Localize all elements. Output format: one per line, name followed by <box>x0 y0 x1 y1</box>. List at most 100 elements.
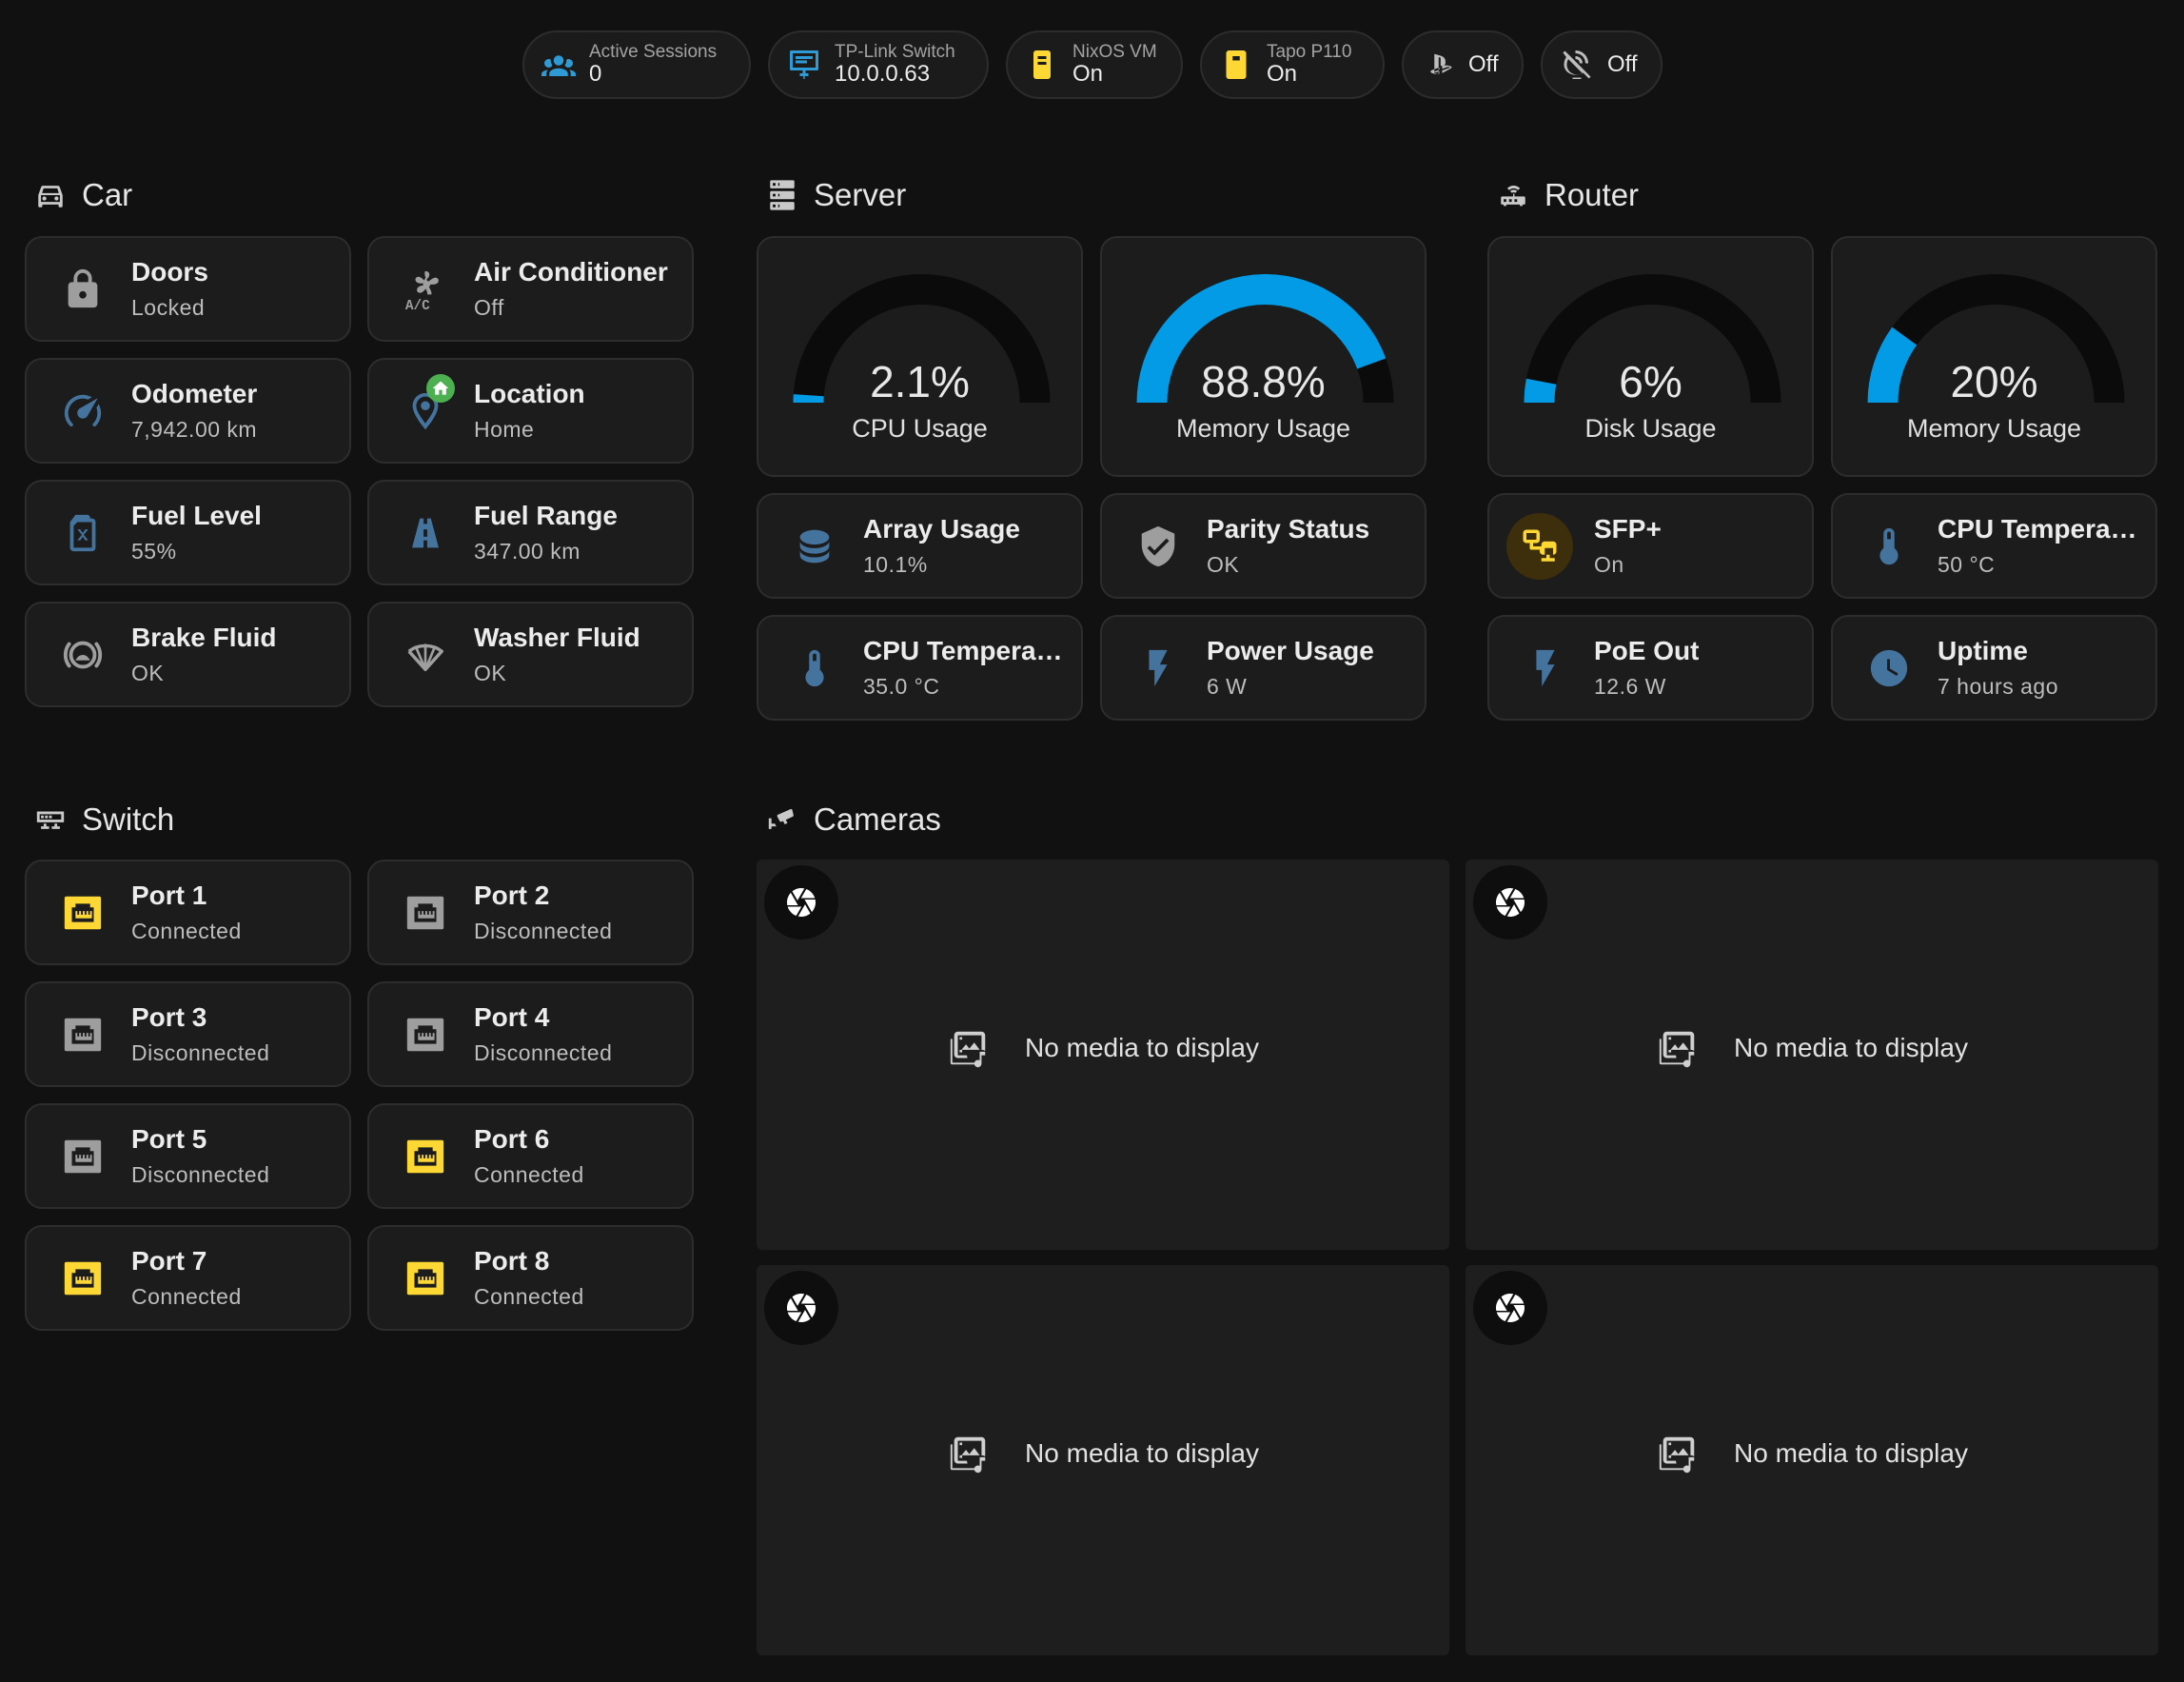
tile-name: Port 5 <box>131 1124 207 1154</box>
camera-card[interactable]: No media to display <box>757 1265 1449 1655</box>
tile-air-conditioner[interactable]: A/C Air Conditioner Off <box>367 236 694 342</box>
tile-state: Connected <box>474 1162 584 1187</box>
camera-shutter-button[interactable] <box>764 1271 838 1345</box>
tile-router-cpu-temp[interactable]: CPU Temperature 50 °C <box>1831 493 2157 599</box>
chip-satellite[interactable]: Off <box>1541 30 1663 99</box>
gauge-value: 88.8% <box>1201 357 1326 406</box>
tile-port-5[interactable]: Port 5 Disconnected <box>25 1103 351 1209</box>
gauge-value: 6% <box>1619 357 1682 406</box>
gauge-fill <box>1867 327 1918 404</box>
no-media-text: No media to display <box>1025 1033 1259 1062</box>
section-title-text: Router <box>1545 177 1640 212</box>
tile-port-7[interactable]: Port 7 Connected <box>25 1225 351 1331</box>
tile-name: Brake Fluid <box>131 623 277 652</box>
tile-server-cpu-temp[interactable]: CPU Temperature 35.0 °C <box>757 615 1083 721</box>
chip-tapo-p110[interactable]: Tapo P110 On <box>1200 30 1385 99</box>
section-title-router: Router <box>1497 177 1639 213</box>
map-marker-icon <box>403 373 455 433</box>
ethernet-port-icon <box>61 891 105 935</box>
tile-port-8[interactable]: Port 8 Connected <box>367 1225 694 1331</box>
camera-shutter-button[interactable] <box>1473 1271 1547 1345</box>
car-icon <box>34 179 67 211</box>
svg-text:A/C: A/C <box>405 299 430 311</box>
tile-uptime[interactable]: Uptime 7 hours ago <box>1831 615 2157 721</box>
tile-power-usage[interactable]: Power Usage 6 W <box>1100 615 1426 721</box>
tile-name: Port 8 <box>474 1246 550 1276</box>
chip-tplink-switch[interactable]: TP-Link Switch 10.0.0.63 <box>768 30 989 99</box>
router-wireless-icon <box>1497 179 1529 211</box>
camera-card[interactable]: No media to display <box>1466 860 2158 1250</box>
tile-fuel-range[interactable]: Fuel Range 347.00 km <box>367 480 694 585</box>
tile-state: 7 hours ago <box>1938 674 2058 699</box>
tile-state: Connected <box>474 1284 584 1309</box>
tile-state: Connected <box>131 919 242 943</box>
tile-name: Odometer <box>131 379 258 408</box>
tile-odometer[interactable]: Odometer 7,942.00 km <box>25 358 351 464</box>
tile-fuel-level[interactable]: Fuel Level 55% <box>25 480 351 585</box>
clock-icon <box>1867 646 1911 690</box>
tile-brake-fluid[interactable]: Brake Fluid OK <box>25 602 351 707</box>
tile-name: SFP+ <box>1594 514 1662 544</box>
aperture-icon <box>1496 1294 1525 1322</box>
camera-shutter-button[interactable] <box>1473 865 1547 940</box>
tile-name: PoE Out <box>1594 636 1700 665</box>
tile-doors[interactable]: Doors Locked <box>25 236 351 342</box>
tile-state: 12.6 W <box>1594 674 1666 699</box>
tile-port-1[interactable]: Port 1 Connected <box>25 860 351 965</box>
gauge-router-memory[interactable]: 20% Memory Usage <box>1831 236 2157 477</box>
tile-state: On <box>1594 552 1624 577</box>
tile-washer-fluid[interactable]: Washer Fluid OK <box>367 602 694 707</box>
tile-state: 6 W <box>1207 674 1248 699</box>
tile-state: Disconnected <box>474 1040 613 1065</box>
chip-value: On <box>1267 61 1298 88</box>
ethernet-port-icon <box>61 1013 105 1057</box>
tile-location[interactable]: Location Home <box>367 358 694 464</box>
gauge-arc <box>793 274 1051 404</box>
gauge-server-cpu[interactable]: 2.1% CPU Usage <box>757 236 1083 477</box>
tile-state: 35.0 °C <box>863 674 940 699</box>
tile-parity-status[interactable]: Parity Status OK <box>1100 493 1426 599</box>
tile-poe-out[interactable]: PoE Out 12.6 W <box>1487 615 1814 721</box>
tile-port-3[interactable]: Port 3 Disconnected <box>25 981 351 1087</box>
tile-name: Port 4 <box>474 1002 550 1032</box>
tile-name: Array Usage <box>863 514 1020 544</box>
no-media-text: No media to display <box>1734 1438 1968 1468</box>
gauge-value: 2.1% <box>870 357 970 406</box>
gauge-server-memory[interactable]: 88.8% Memory Usage <box>1100 236 1426 477</box>
ethernet-port-icon <box>403 1135 447 1178</box>
gauge-router-disk[interactable]: 6% Disk Usage <box>1487 236 1814 477</box>
chip-active-sessions[interactable]: Active Sessions 0 <box>522 30 751 99</box>
no-media-message: No media to display <box>1466 1026 2158 1070</box>
chip-playstation[interactable]: Off <box>1402 30 1524 99</box>
camera-card[interactable]: No media to display <box>757 860 1449 1250</box>
tile-state: Off <box>474 295 504 320</box>
tile-port-6[interactable]: Port 6 Connected <box>367 1103 694 1209</box>
section-title-text: Car <box>82 177 133 212</box>
tile-state: 50 °C <box>1938 552 1996 577</box>
thermometer-icon <box>1867 524 1911 568</box>
gauge-fill <box>1524 378 1557 404</box>
flash-icon <box>1136 646 1180 690</box>
camera-card[interactable]: No media to display <box>1466 1265 2158 1655</box>
multimedia-icon <box>947 1432 991 1475</box>
gauge-name: CPU Usage <box>852 414 988 443</box>
tile-name: CPU Temperature <box>863 636 1068 665</box>
tile-array-usage[interactable]: Array Usage 10.1% <box>757 493 1083 599</box>
aperture-icon <box>787 888 816 917</box>
chip-label: Tapo P110 <box>1267 41 1352 62</box>
tile-port-2[interactable]: Port 2 Disconnected <box>367 860 694 965</box>
cctv-icon <box>766 803 798 836</box>
tile-state: Connected <box>131 1284 242 1309</box>
camera-shutter-button[interactable] <box>764 865 838 940</box>
tile-state: OK <box>131 661 165 685</box>
tile-state: 55% <box>131 539 177 564</box>
tile-sfp[interactable]: SFP+ On <box>1487 493 1814 599</box>
chip-nixos-vm[interactable]: NixOS VM On <box>1006 30 1183 99</box>
tile-state: Locked <box>131 295 206 320</box>
tile-port-4[interactable]: Port 4 Disconnected <box>367 981 694 1087</box>
lock-icon <box>61 267 105 311</box>
aperture-icon <box>1496 888 1525 917</box>
tile-name: CPU Temperature <box>1938 514 2142 544</box>
multimedia-icon <box>1656 1432 1700 1475</box>
road-icon <box>403 511 447 555</box>
